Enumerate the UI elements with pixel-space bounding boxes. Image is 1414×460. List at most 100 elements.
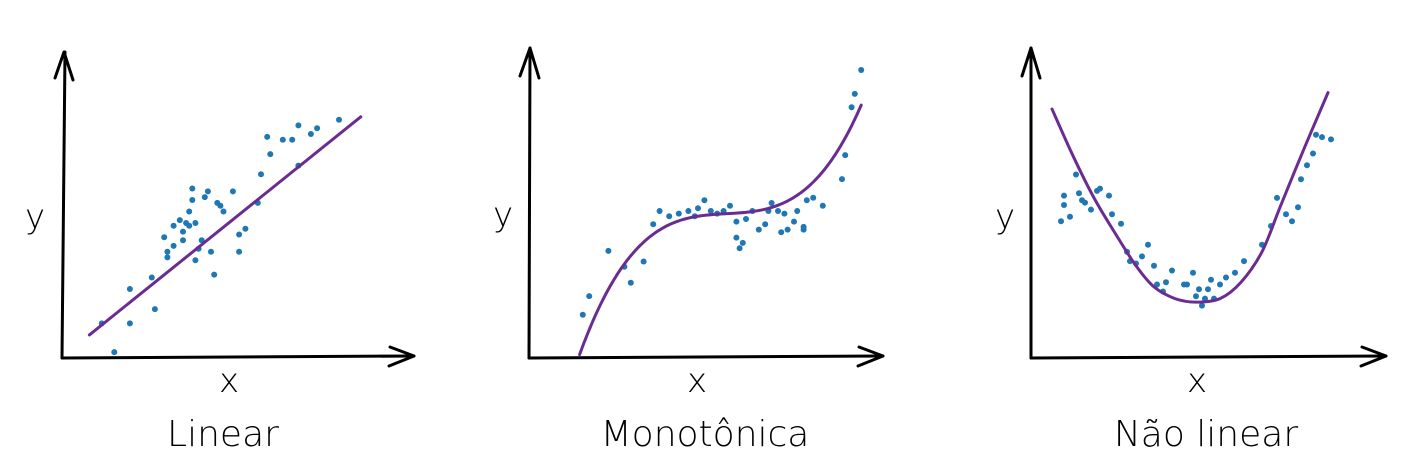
data-point [236,248,243,255]
y-axis [1020,46,1042,360]
data-point [695,205,701,212]
data-point [701,197,708,204]
fit-curve-line [578,103,863,357]
panel-linear: y x Linear [25,50,416,455]
fit-curve-line [1050,91,1330,304]
data-point [1202,295,1208,302]
data-point [1274,194,1280,201]
data-point [148,274,155,281]
data-point [186,208,193,215]
data-point [180,228,186,235]
data-point [848,104,855,111]
data-point [1319,134,1325,141]
panel-monotonic: y x Monotônica [493,46,885,455]
data-point [201,194,208,201]
data-point [791,218,797,225]
data-point [258,171,264,178]
data-point [794,208,801,214]
y-axis [53,50,75,360]
data-point [733,218,740,225]
fit-curve-nonlinear [1050,91,1330,304]
data-point [656,208,663,214]
scatter-points [1058,131,1334,309]
y-axis [518,46,541,360]
y-axis-arrowhead [53,50,75,82]
data-point [1304,162,1310,169]
x-axis-label: x [1187,361,1207,401]
data-point [803,197,810,204]
data-point [727,202,733,209]
data-point [800,223,807,230]
data-point [579,311,586,318]
data-point [151,306,158,313]
data-point [164,254,171,261]
data-point [810,194,817,201]
data-point [204,188,211,195]
data-point [192,257,199,264]
data-point [1145,241,1151,248]
scatter-points [98,116,342,356]
data-point [739,239,746,246]
x-axis [60,345,416,368]
data-point [1295,204,1301,211]
y-axis-arrowhead [1020,46,1042,80]
data-point [842,152,849,159]
data-point [229,188,236,195]
data-point [126,286,133,292]
data-point [1190,269,1196,276]
data-point [1313,131,1319,138]
data-point [1169,267,1175,274]
data-point [707,208,714,214]
data-point [1205,286,1211,293]
data-point [1082,199,1088,206]
data-point [675,210,682,217]
data-point [1328,136,1334,143]
data-point [781,210,788,217]
data-point [1106,192,1112,199]
data-point [1193,293,1199,300]
data-point [1283,211,1289,218]
data-point [314,125,321,132]
data-point [1073,171,1079,178]
data-point [1289,218,1295,225]
data-point [768,200,775,206]
data-point [1208,276,1214,283]
data-point [242,225,249,232]
data-point [186,222,193,229]
data-point [170,222,177,229]
data-point [605,247,612,254]
data-point [1088,206,1094,213]
y-axis-arrowhead [518,46,541,80]
data-point [666,213,673,220]
data-point [164,248,171,255]
x-axis-label: x [219,361,239,401]
data-point [1163,279,1169,286]
data-point [819,202,826,209]
data-point [858,67,865,73]
data-point [176,217,183,224]
data-point [192,220,199,226]
data-point [1154,281,1160,288]
data-point [161,234,168,241]
data-point [762,221,769,228]
data-point [640,258,647,265]
data-point [217,202,224,209]
data-point [743,216,749,222]
data-point [586,293,593,300]
data-point [1196,286,1202,293]
data-point [1310,150,1316,157]
data-point [295,122,302,129]
data-point [279,136,286,143]
scatter-points [579,67,865,318]
data-point [1109,211,1115,218]
panel-title-monotonic: Monotônica [601,414,810,455]
data-point [839,176,845,183]
panel-nonlinear: y x Não linear [995,46,1388,455]
data-point [775,208,781,214]
data-point [1217,281,1223,288]
data-point [1058,218,1064,225]
data-point [1232,269,1238,276]
data-point [1241,258,1247,265]
x-axis [1029,345,1388,368]
data-point [650,221,657,228]
